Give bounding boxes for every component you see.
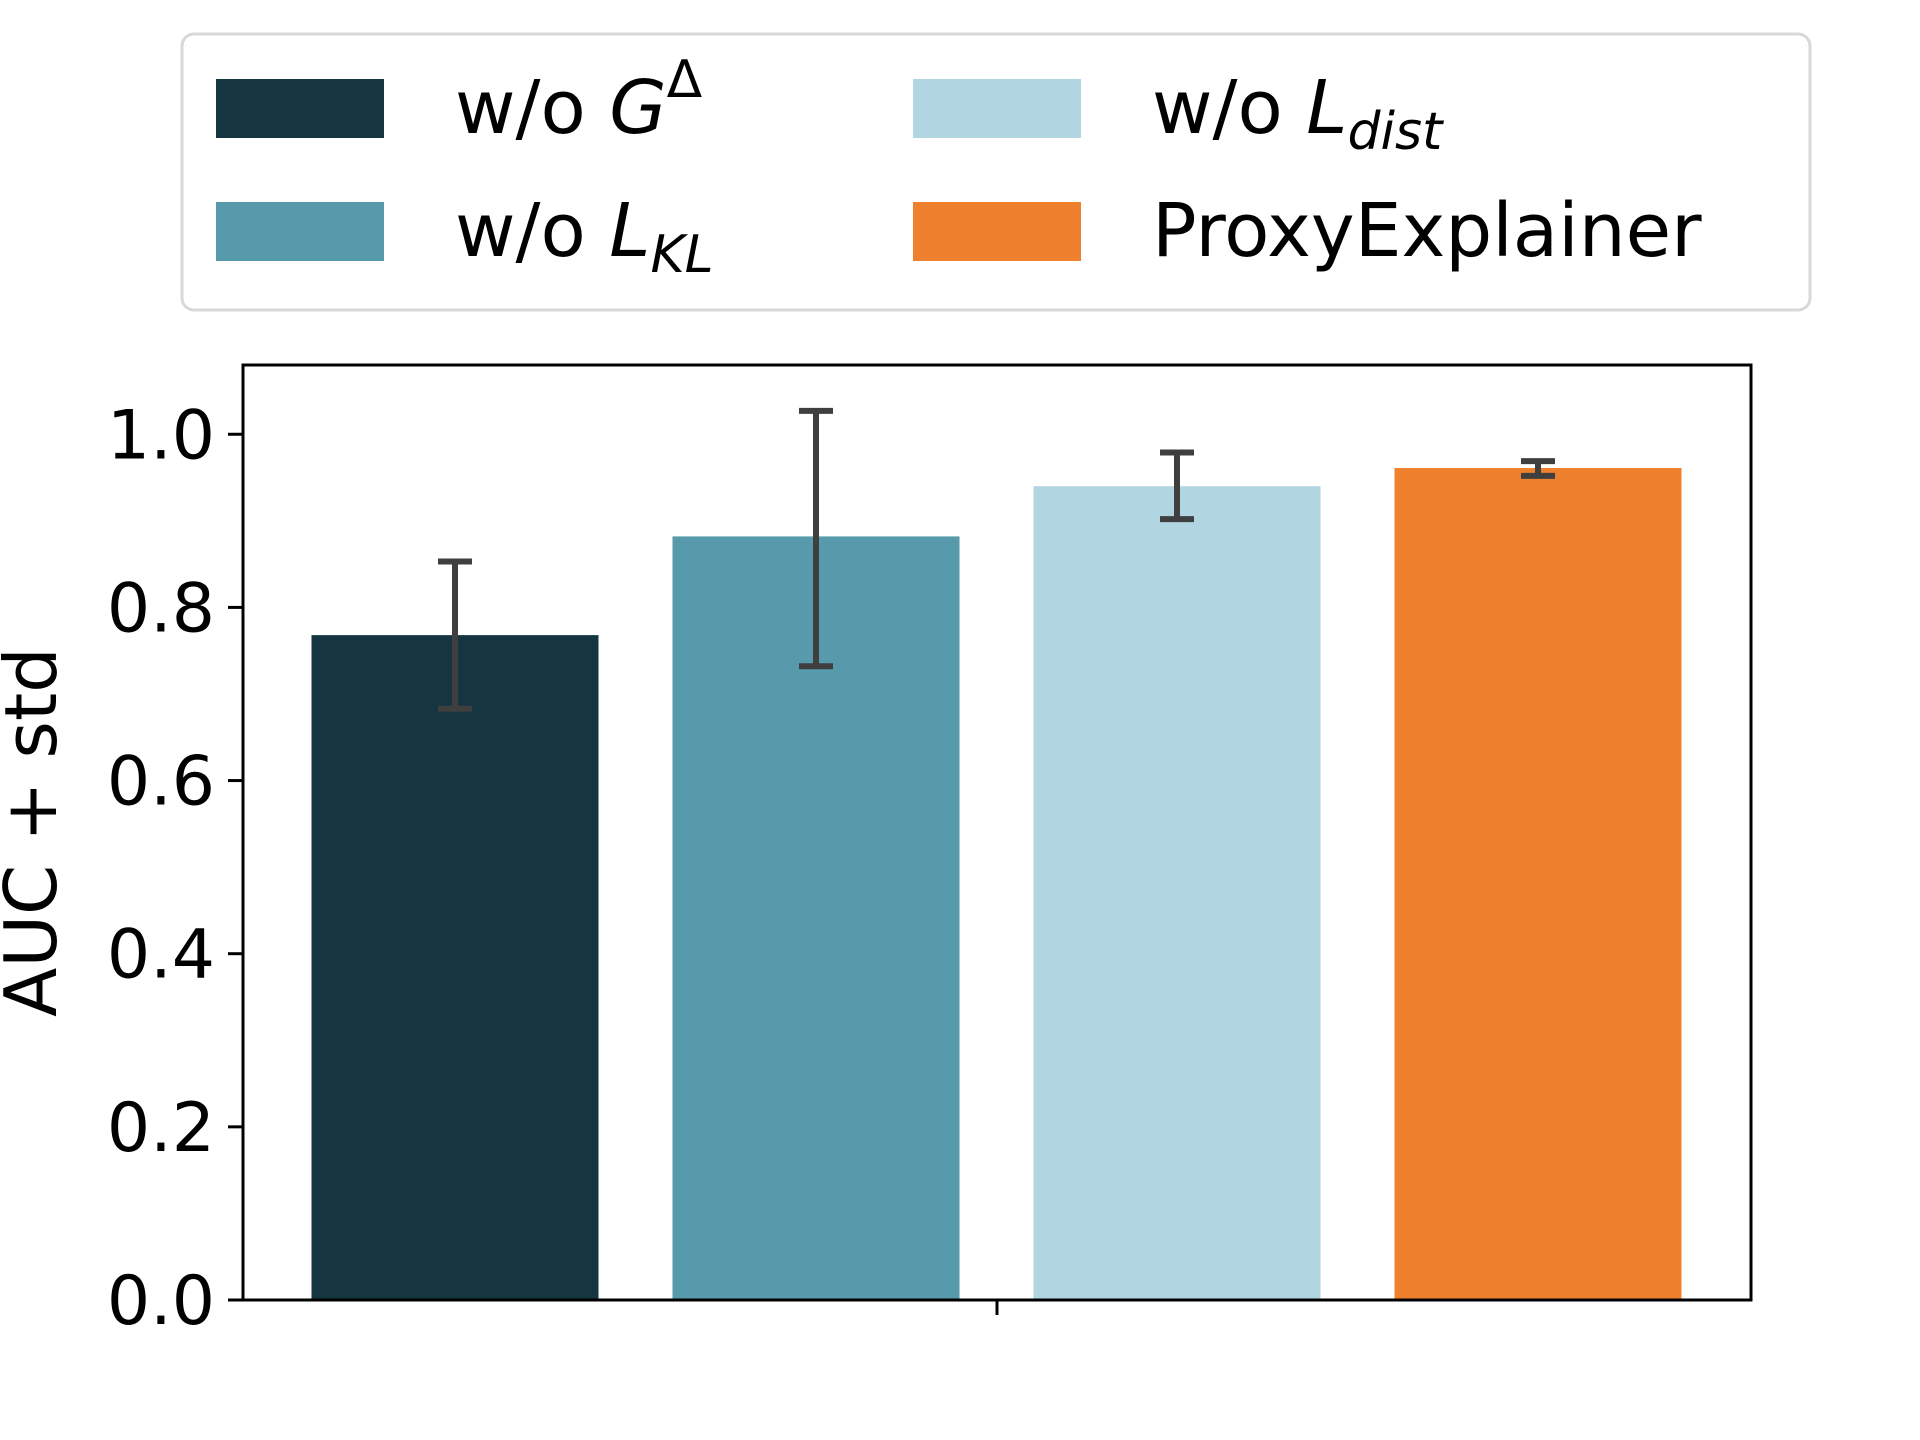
error-bar-1 <box>438 558 472 712</box>
legend-label-superscript: Δ <box>667 50 703 110</box>
legend-label-symbol: G <box>609 65 666 151</box>
legend-swatch <box>216 202 384 261</box>
bar-1 <box>311 635 599 1300</box>
legend-label: w/o GΔ <box>455 50 703 151</box>
legend-label-text: w/o <box>455 188 609 274</box>
legend-label-text: w/o <box>1152 65 1306 151</box>
error-bar-3 <box>1160 449 1194 523</box>
legend-label-symbol: L <box>609 188 650 274</box>
y-tick-label: 1.0 <box>107 396 215 475</box>
legend-label-text: ProxyExplainer <box>1152 188 1702 274</box>
y-tick-label: 0.4 <box>107 916 215 995</box>
error-bar-4 <box>1521 458 1555 479</box>
y-tick-label: 0.8 <box>107 569 215 648</box>
error-bar-2 <box>799 407 833 670</box>
legend-label-symbol: L <box>1306 65 1347 151</box>
legend-label: ProxyExplainer <box>1152 188 1702 274</box>
legend-swatch <box>216 79 384 138</box>
legend-item-1: w/o GΔ <box>216 50 703 151</box>
legend-label-text: w/o <box>455 65 609 151</box>
y-tick-label: 0.2 <box>107 1089 215 1168</box>
bar-3 <box>1033 486 1321 1300</box>
legend-swatch <box>913 79 1081 138</box>
legend-label-subscript: dist <box>1348 102 1445 162</box>
legend-swatch <box>913 202 1081 261</box>
bar-4 <box>1394 468 1682 1300</box>
y-axis-label: AUC + std <box>0 647 73 1017</box>
legend-label: w/o Ldist <box>1152 65 1444 162</box>
legend-label: w/o LKL <box>455 188 714 285</box>
y-tick-label: 0.6 <box>107 743 215 822</box>
legend-label-subscript: KL <box>651 225 714 285</box>
legend-item-4: ProxyExplainer <box>913 188 1702 274</box>
legend-frame <box>180 32 1812 312</box>
legend-item-2: w/o LKL <box>216 188 714 285</box>
plot-area: 0.0 0.2 0.4 0.6 0.8 1.0 <box>107 363 1753 1341</box>
y-tick-label: 0.0 <box>107 1262 215 1341</box>
legend-item-3: w/o Ldist <box>913 65 1444 162</box>
